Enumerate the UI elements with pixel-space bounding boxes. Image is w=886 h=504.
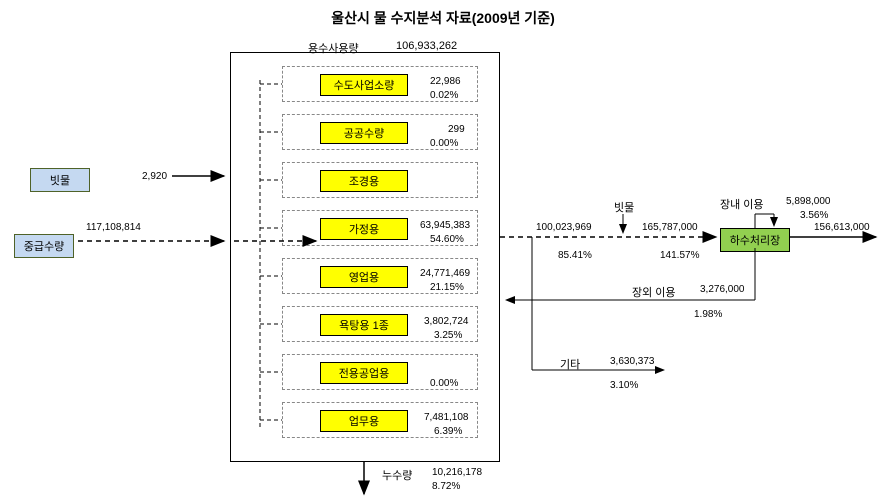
item-7-value: 7,481,108 <box>424 412 469 423</box>
item-0-label: 수도사업소량 <box>334 80 395 92</box>
supply-input-label: 중급수량 <box>24 241 64 253</box>
rain-input-value: 2,920 <box>142 171 167 182</box>
external-value: 3,276,000 <box>700 284 745 295</box>
item-3-value: 63,945,383 <box>420 220 470 231</box>
item-1-pct: 0.00% <box>430 138 458 149</box>
item-7-pct: 6.39% <box>434 426 462 437</box>
item-1-box: 공공수량 <box>320 122 408 144</box>
item-2-label: 조경용 <box>349 176 379 188</box>
item-7-box: 업무용 <box>320 410 408 432</box>
rain-input-label: 빗물 <box>50 175 70 187</box>
leak-pct: 8.72% <box>432 481 460 492</box>
supply-input-value: 117,108,814 <box>86 222 141 233</box>
treatment-label: 하수처리장 <box>730 235 781 247</box>
item-4-value: 24,771,469 <box>420 268 470 279</box>
main-header-label: 용수사용량 <box>308 40 359 56</box>
item-1-label: 공공수량 <box>344 128 384 140</box>
item-0-box: 수도사업소량 <box>320 74 408 96</box>
internal-label: 장내 이용 <box>720 196 764 212</box>
item-6-label: 전용공업용 <box>339 368 390 380</box>
external-label: 장외 이용 <box>632 284 676 300</box>
item-4-pct: 21.15% <box>430 282 464 293</box>
item-0-value: 22,986 <box>430 76 461 87</box>
flow1-pct: 85.41% <box>558 250 592 261</box>
item-5-box: 욕탕용 1종 <box>320 314 408 336</box>
item-5-pct: 3.25% <box>434 330 462 341</box>
item-6-box: 전용공업용 <box>320 362 408 384</box>
main-header-value: 106,933,262 <box>396 40 457 52</box>
item-7-label: 업무용 <box>349 416 379 428</box>
leak-value: 10,216,178 <box>432 467 482 478</box>
item-5-value: 3,802,724 <box>424 316 469 327</box>
item-2-box: 조경용 <box>320 170 408 192</box>
other-value: 3,630,373 <box>610 356 655 367</box>
external-pct: 1.98% <box>694 309 722 320</box>
flow1-value: 100,023,969 <box>536 222 592 233</box>
leak-label: 누수량 <box>382 467 412 483</box>
item-4-box: 영업용 <box>320 266 408 288</box>
other-pct: 3.10% <box>610 380 638 391</box>
item-4-label: 영업용 <box>349 272 379 284</box>
flow2-pct: 141.57% <box>660 250 699 261</box>
treatment-box: 하수처리장 <box>720 228 790 252</box>
supply-input-box: 중급수량 <box>14 234 74 258</box>
item-5-label: 욕탕용 1종 <box>339 320 389 332</box>
flow2-value: 165,787,000 <box>642 222 698 233</box>
right-rain-label: 빗물 <box>614 199 634 215</box>
internal-value: 5,898,000 <box>786 196 831 207</box>
item-3-label: 가정용 <box>349 224 379 236</box>
item-1-value: 299 <box>448 124 465 135</box>
other-label: 기타 <box>560 356 580 372</box>
out-value: 156,613,000 <box>814 222 870 233</box>
diagram-title: 울산시 물 수지분석 자료(2009년 기준) <box>0 8 886 28</box>
item-3-pct: 54.60% <box>430 234 464 245</box>
internal-pct: 3.56% <box>800 210 828 221</box>
item-3-box: 가정용 <box>320 218 408 240</box>
item-6-pct: 0.00% <box>430 378 458 389</box>
rain-input-box: 빗물 <box>30 168 90 192</box>
item-0-pct: 0.02% <box>430 90 458 101</box>
